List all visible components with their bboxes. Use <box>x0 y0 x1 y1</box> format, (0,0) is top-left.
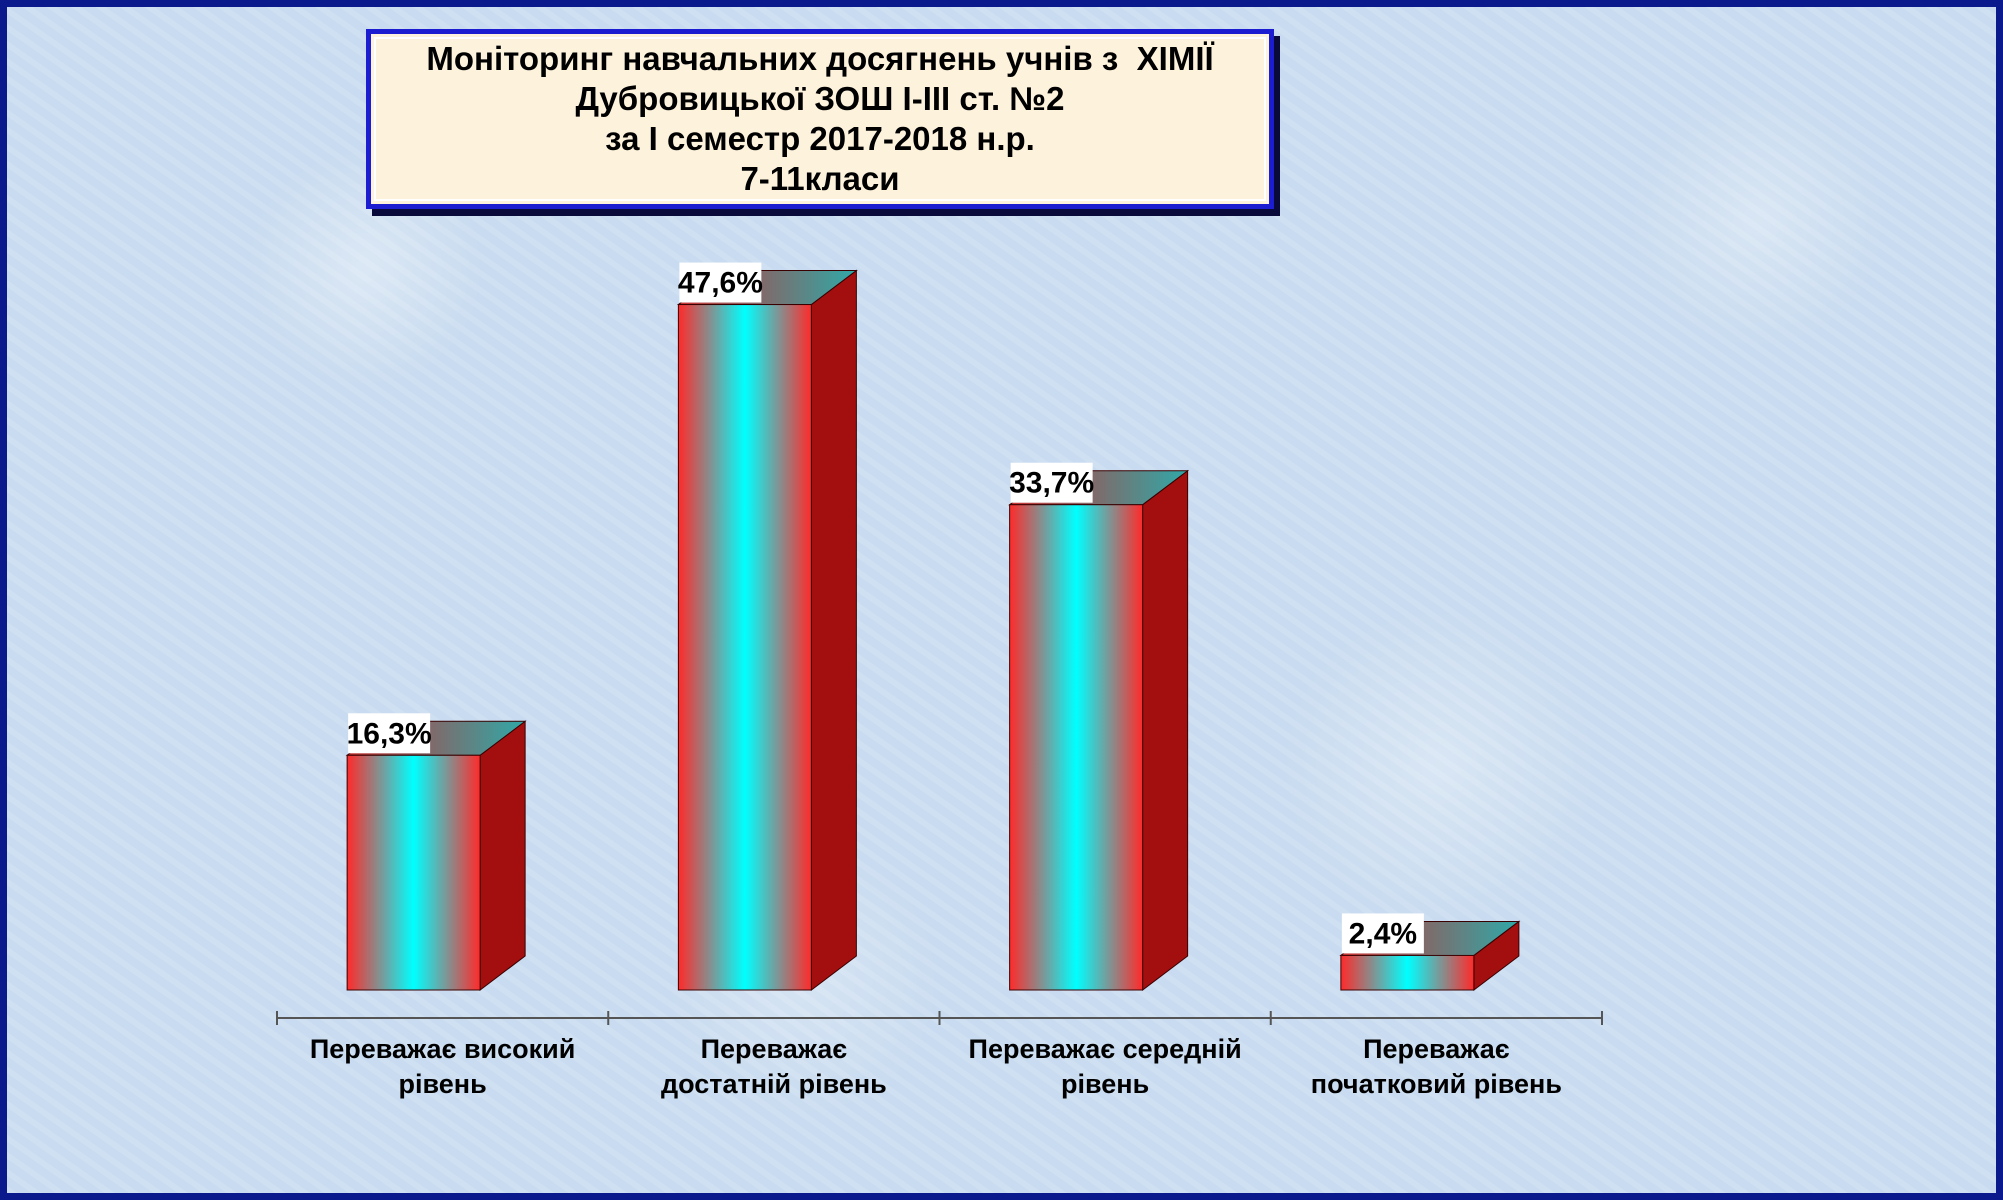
data-label-background <box>679 262 762 303</box>
data-label-background <box>1341 913 1424 954</box>
x-tick-label-line: Переважає високий <box>309 1034 576 1064</box>
data-label-background <box>348 713 431 754</box>
bar-front-face <box>346 754 481 991</box>
data-label: 16,3% <box>347 717 432 750</box>
bar-3: 33,7% <box>1008 462 1190 992</box>
x-tick-label: Переважає високий рівень <box>278 1032 608 1102</box>
chart-title-line-1: Моніторинг навчальних досягнень учнів з … <box>426 40 1214 77</box>
data-label: 33,7% <box>1009 467 1094 500</box>
bar-side-face <box>1142 469 1189 992</box>
x-tick-label-line: рівень <box>398 1069 487 1099</box>
x-tick-label: Переважає середній рівень <box>940 1032 1270 1102</box>
data-label: 47,6% <box>678 267 763 300</box>
x-tick-label-line: початковий рівень <box>1310 1069 1562 1099</box>
x-tick-label-line: Переважає <box>700 1034 848 1064</box>
chart-title-box: Моніторинг навчальних досягнень учнів з … <box>366 29 1274 209</box>
bar-side-face <box>810 269 857 992</box>
data-label: 2,4% <box>1349 917 1417 950</box>
data-label-background <box>1010 462 1093 503</box>
bar-2: 47,6% <box>676 262 858 992</box>
chart-title-line-4: 7-11класи <box>740 160 900 197</box>
x-tick-label-line: Переважає <box>1363 1034 1510 1064</box>
chart-title-line-3: за І семестр 2017-2018 н.р. <box>605 120 1035 157</box>
bar-front-face <box>1340 954 1475 991</box>
bar-side-face <box>479 720 526 992</box>
x-tick-label: Переважає початковий рівень <box>1271 1032 1601 1102</box>
x-tick-label-line: Переважає середній <box>968 1034 1242 1064</box>
x-tick-label: Переважає достатній рівень <box>609 1032 939 1102</box>
x-tick-label-line: достатній рівень <box>660 1069 887 1099</box>
bar-1: 16,3% <box>345 713 527 992</box>
bar-front-face <box>1009 504 1144 991</box>
bar-front-face <box>677 304 812 991</box>
chart-title-line-2: Дубровицької ЗОШ І-ІІІ ст. №2 <box>575 80 1065 117</box>
bar-4: 2,4% <box>1339 913 1521 992</box>
x-tick-label-line: рівень <box>1061 1069 1150 1099</box>
